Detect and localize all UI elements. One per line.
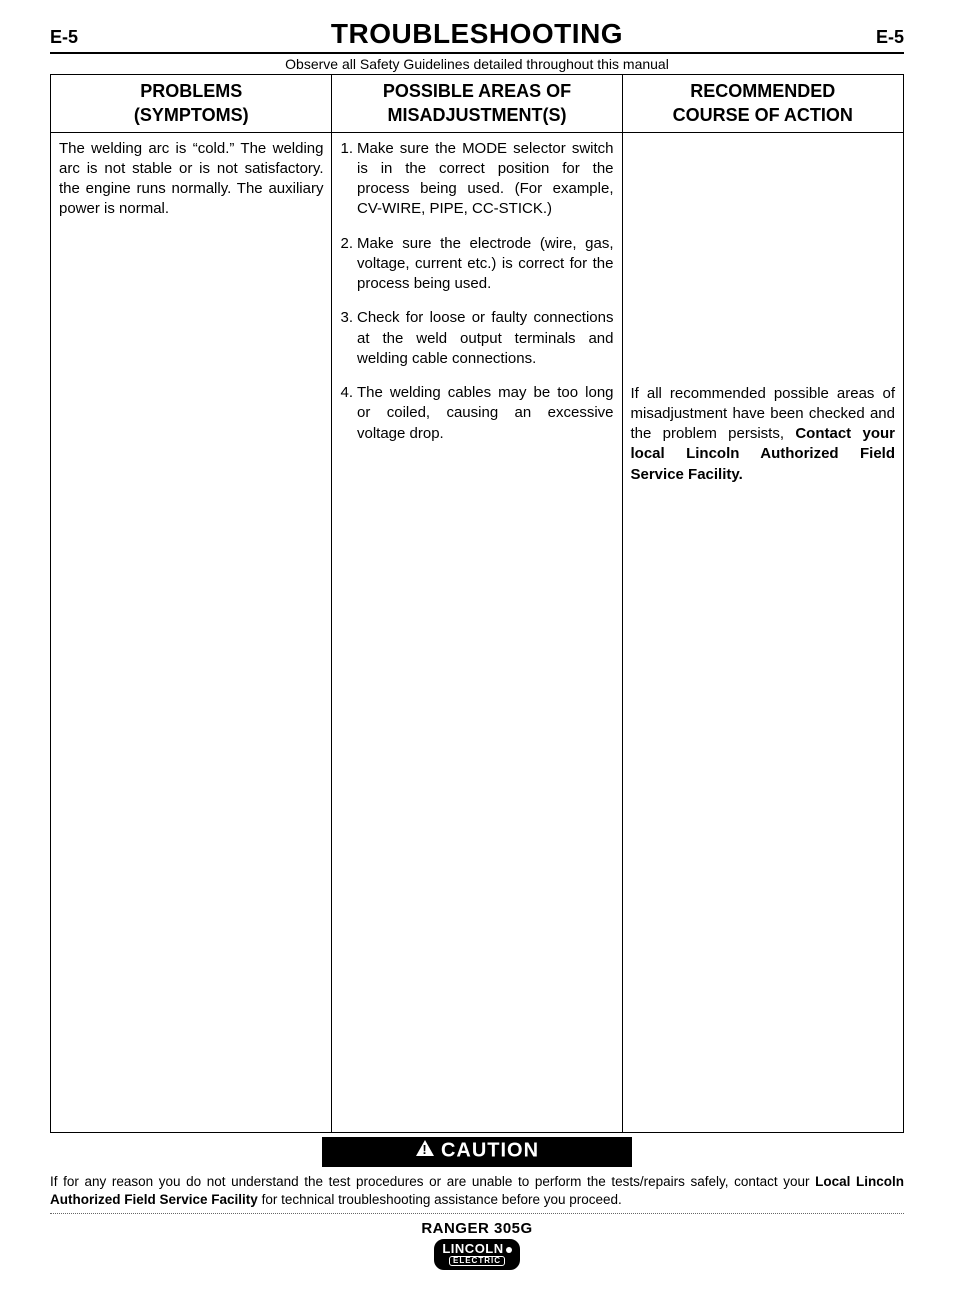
table-row: The welding arc is “cold.” The welding a… <box>51 132 904 1132</box>
page-code-left: E-5 <box>50 27 78 48</box>
table-header-row: PROBLEMS (SYMPTOMS) POSSIBLE AREAS OF MI… <box>51 75 904 133</box>
list-item: 2.Make sure the electrode (wire, gas, vo… <box>340 234 613 295</box>
caution-suffix: for technical troubleshooting assistance… <box>258 1192 622 1207</box>
col-header-possible-line1: POSSIBLE AREAS OF <box>383 81 571 101</box>
list-num: 3. <box>340 308 353 369</box>
list-text: Check for loose or faulty connections at… <box>357 308 614 369</box>
cell-problems: The welding arc is “cold.” The welding a… <box>51 132 332 1132</box>
logo-dot-icon <box>506 1247 512 1253</box>
col-header-recommended-line2: COURSE OF ACTION <box>673 105 853 125</box>
warning-icon: ! <box>415 1139 435 1163</box>
list-num: 4. <box>340 383 353 444</box>
page-footer: RANGER 305G LINCOLN ELECTRIC <box>50 1220 904 1270</box>
col-header-recommended: RECOMMENDED COURSE OF ACTION <box>622 75 904 133</box>
caution-text: If for any reason you do not understand … <box>50 1173 904 1214</box>
troubleshooting-table: PROBLEMS (SYMPTOMS) POSSIBLE AREAS OF MI… <box>50 74 904 1133</box>
product-name: RANGER 305G <box>50 1220 904 1237</box>
col-header-possible: POSSIBLE AREAS OF MISADJUSTMENT(S) <box>332 75 622 133</box>
list-item: 3.Check for loose or faulty connections … <box>340 308 613 369</box>
list-num: 1. <box>340 139 353 220</box>
spacer <box>631 139 896 384</box>
lincoln-logo: LINCOLN ELECTRIC <box>434 1239 519 1270</box>
page-header: E-5 TROUBLESHOOTING E-5 <box>50 18 904 54</box>
list-item: 4.The welding cables may be too long or … <box>340 383 613 444</box>
logo-sub: ELECTRIC <box>449 1256 505 1266</box>
list-text: Make sure the MODE selector switch is in… <box>357 139 614 220</box>
col-header-problems: PROBLEMS (SYMPTOMS) <box>51 75 332 133</box>
problems-text: The welding arc is “cold.” The welding a… <box>59 140 323 218</box>
col-header-problems-line1: PROBLEMS <box>140 81 242 101</box>
list-item: 1.Make sure the MODE selector switch is … <box>340 139 613 220</box>
cell-possible: 1.Make sure the MODE selector switch is … <box>332 132 622 1132</box>
list-text: The welding cables may be too long or co… <box>357 383 614 444</box>
caution-bar: ! CAUTION <box>322 1137 632 1167</box>
svg-text:!: ! <box>422 1142 427 1157</box>
caution-prefix: If for any reason you do not understand … <box>50 1174 815 1189</box>
caution-label: CAUTION <box>441 1139 539 1161</box>
page-code-right: E-5 <box>876 27 904 48</box>
page-title: TROUBLESHOOTING <box>331 18 623 50</box>
col-header-recommended-line1: RECOMMENDED <box>690 81 835 101</box>
col-header-possible-line2: MISADJUSTMENT(S) <box>387 105 566 125</box>
list-num: 2. <box>340 234 353 295</box>
recommended-text: If all recommended possible areas of mis… <box>631 384 896 485</box>
possible-list: 1.Make sure the MODE selector switch is … <box>340 139 613 444</box>
col-header-problems-line2: (SYMPTOMS) <box>134 105 249 125</box>
logo-main: LINCOLN <box>442 1241 503 1256</box>
safety-note: Observe all Safety Guidelines detailed t… <box>50 56 904 72</box>
cell-recommended: If all recommended possible areas of mis… <box>622 132 904 1132</box>
list-text: Make sure the electrode (wire, gas, volt… <box>357 234 614 295</box>
